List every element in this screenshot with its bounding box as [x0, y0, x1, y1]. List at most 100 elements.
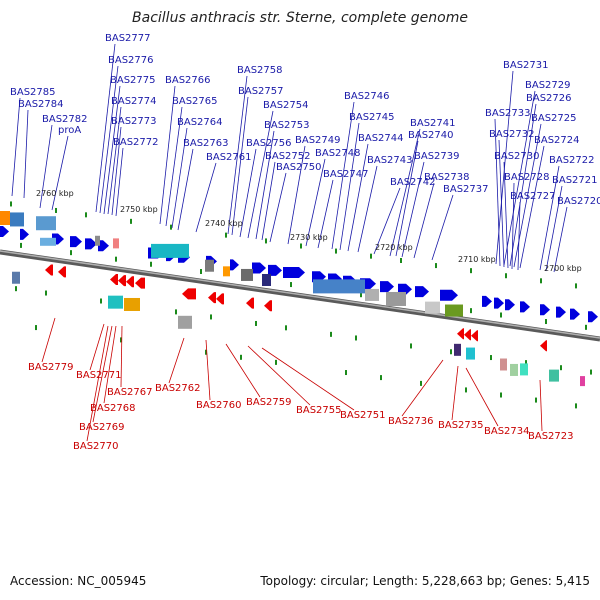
track-marker	[45, 290, 47, 296]
forward-gene-label: proA	[58, 125, 81, 136]
forward-gene-label: BAS2772	[113, 137, 159, 148]
track-marker	[575, 403, 577, 409]
forward-gene-label: BAS2738	[424, 172, 470, 183]
forward-gene-label: BAS2750	[276, 162, 322, 173]
track-marker	[470, 268, 472, 274]
forward-leader-line	[553, 206, 568, 273]
forward-leader-line	[247, 110, 274, 239]
forward-leader-line	[347, 143, 369, 252]
reverse-leader-line	[247, 345, 311, 406]
track-marker	[380, 375, 382, 381]
reverse-gene-arrow	[118, 275, 126, 287]
feature-box	[108, 295, 123, 309]
forward-gene-arrow	[283, 267, 305, 279]
forward-leader-line	[255, 130, 275, 240]
track-marker	[560, 365, 562, 371]
track-marker	[70, 250, 72, 256]
forward-gene-arrow	[415, 286, 429, 298]
forward-gene-arrow	[440, 289, 458, 301]
forward-gene-arrow	[398, 283, 412, 295]
forward-leader-line	[231, 96, 249, 236]
feature-box	[466, 347, 475, 360]
reverse-gene-label: BAS2736	[388, 416, 434, 427]
forward-leader-line	[261, 161, 276, 241]
feature-box	[454, 343, 461, 356]
track-marker	[435, 263, 437, 269]
reverse-gene-label: BAS2762	[155, 383, 201, 394]
forward-leader-line	[287, 145, 306, 245]
track-marker	[100, 298, 102, 304]
forward-leader-line	[389, 128, 421, 257]
reverse-leader-line	[465, 367, 499, 427]
forward-leader-line	[195, 162, 217, 233]
feature-box	[95, 235, 100, 246]
feature-box	[205, 259, 214, 272]
genome-summary-text: Topology: circular; Length: 5,228,663 bp…	[259, 574, 590, 588]
reverse-gene-arrow	[264, 300, 272, 312]
feature-box	[36, 216, 56, 231]
forward-gene-arrow	[20, 228, 29, 240]
track-marker	[240, 354, 242, 360]
track-marker	[345, 370, 347, 376]
reverse-gene-label: BAS2735	[438, 420, 484, 431]
scale-tick-label: 2760 kbp	[36, 189, 74, 198]
forward-gene-label: BAS2763	[183, 138, 229, 149]
reverse-gene-label: BAS2751	[340, 410, 386, 421]
forward-leader-line	[159, 85, 176, 225]
forward-gene-label: BAS2743	[367, 155, 413, 166]
forward-gene-arrow	[520, 301, 530, 313]
forward-leader-line	[373, 187, 401, 255]
forward-gene-arrow	[380, 281, 394, 293]
feature-box	[113, 238, 119, 249]
feature-box	[262, 273, 271, 286]
track-marker	[55, 207, 57, 213]
forward-gene-label: BAS2752	[265, 151, 311, 162]
forward-gene-label: BAS2764	[177, 117, 223, 128]
track-marker	[330, 331, 332, 337]
feature-box	[580, 376, 585, 387]
track-marker	[85, 212, 87, 218]
track-marker	[130, 218, 132, 224]
forward-gene-label: BAS2745	[349, 112, 395, 123]
forward-gene-label: BAS2777	[105, 33, 151, 44]
track-marker	[450, 349, 452, 355]
reverse-gene-arrow	[471, 330, 478, 342]
feature-box	[365, 288, 379, 301]
forward-gene-label: BAS2744	[358, 133, 404, 144]
forward-gene-label: BAS2753	[264, 120, 310, 131]
reverse-gene-arrow	[110, 273, 118, 285]
forward-gene-label: BAS2748	[315, 148, 361, 159]
forward-gene-label: BAS2740	[408, 130, 454, 141]
reverse-gene-arrow	[208, 292, 216, 304]
forward-leader-line	[331, 101, 355, 250]
forward-leader-line	[498, 139, 505, 268]
feature-box	[445, 304, 463, 317]
feature-box	[520, 363, 528, 376]
reverse-gene-label: BAS2760	[196, 400, 242, 411]
scale-tick-label: 2710 kbp	[458, 255, 496, 264]
forward-gene-label: BAS2776	[108, 55, 154, 66]
feature-box	[241, 268, 253, 281]
track-marker	[210, 314, 212, 320]
forward-gene-arrow	[268, 264, 282, 276]
forward-leader-line	[171, 127, 188, 229]
forward-leader-line	[23, 109, 29, 199]
feature-box	[12, 271, 20, 284]
forward-gene-arrow	[98, 240, 109, 252]
reverse-gene-label: BAS2723	[528, 431, 574, 442]
forward-gene-label: BAS2757	[238, 86, 284, 97]
track-marker	[35, 325, 37, 331]
forward-gene-arrow	[70, 236, 82, 248]
track-marker	[15, 286, 17, 292]
forward-gene-label: BAS2749	[295, 135, 341, 146]
reverse-leader-line	[86, 325, 109, 442]
forward-gene-label: BAS2727	[510, 191, 556, 202]
forward-gene-label: BAS2782	[42, 114, 88, 125]
reverse-gene-arrow	[135, 277, 145, 289]
forward-gene-arrow	[252, 262, 266, 274]
feature-box	[223, 266, 230, 277]
reverse-gene-label: BAS2767	[107, 387, 153, 398]
forward-leader-line	[431, 194, 454, 261]
forward-gene-arrow	[230, 259, 239, 271]
forward-gene-label: BAS2761	[206, 152, 252, 163]
